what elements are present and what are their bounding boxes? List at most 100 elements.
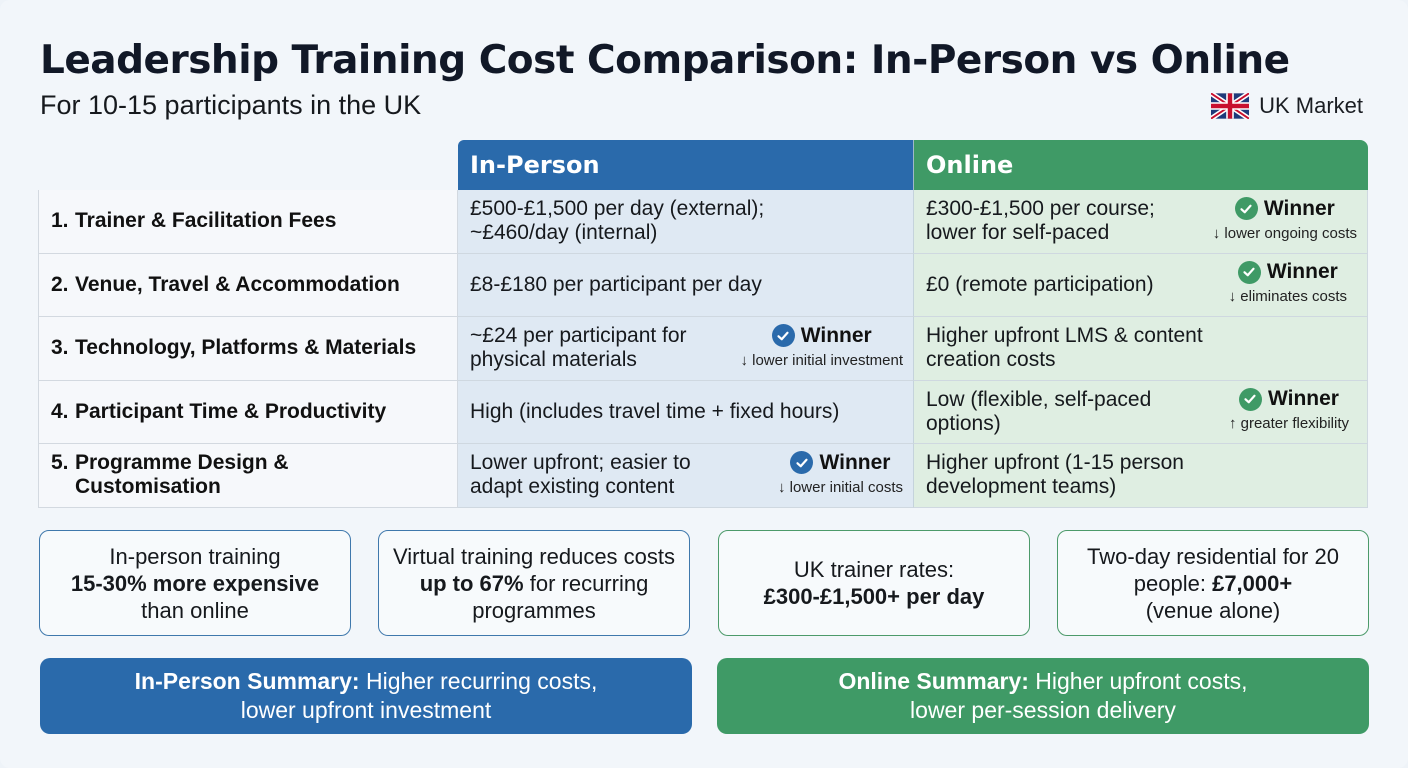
market-badge: UK Market (1211, 93, 1363, 119)
stat-text: In-person training (109, 543, 281, 569)
page-title: Leadership Training Cost Comparison: In-… (40, 38, 1290, 83)
cell-text-line: physical materials (470, 348, 637, 372)
winner-note: ↓ lower initial costs (777, 478, 903, 496)
winner-label: Winner (800, 323, 872, 347)
row-label: 2. Venue, Travel & Accommodation (38, 253, 458, 317)
uk-flag-icon (1211, 93, 1250, 119)
cell-text-line: £8-£180 per participant per day (470, 272, 762, 296)
online-cell: Low (flexible, self-paced options) Winne… (913, 380, 1368, 444)
row-label: 4. Participant Time & Productivity (38, 380, 458, 444)
winner-note: ↓ lower ongoing costs (1212, 224, 1357, 242)
in-person-summary: In-Person Summary: Higher recurring cost… (40, 658, 692, 734)
winner-badge: Winner ↓ eliminates costs (1229, 260, 1347, 309)
cell-text-line: £300-£1,500 per course; (926, 197, 1155, 221)
row-number: 1. (51, 209, 69, 233)
online-cell: £0 (remote participation) Winner ↓ elimi… (913, 253, 1368, 317)
row-label-text: Venue, Travel & Accommodation (75, 272, 400, 296)
table-row: 1. Trainer & Facilitation Fees £500-£1,5… (38, 190, 1368, 254)
cell-text-line: £500-£1,500 per day (external); (470, 197, 765, 221)
winner-badge: Winner ↓ lower ongoing costs (1213, 197, 1357, 246)
winner-label: Winner (819, 450, 891, 474)
row-label-text: Customisation (75, 475, 221, 499)
cell-text-line: lower for self-paced (926, 221, 1110, 245)
cell-text-line: High (includes travel time + fixed hours… (470, 399, 840, 423)
market-label: UK Market (1259, 93, 1363, 118)
winner-note: ↑ greater flexibility (1228, 415, 1349, 433)
in-person-cell: ~£24 per participant for physical materi… (458, 317, 913, 381)
table-row: 2. Venue, Travel & Accommodation £8-£180… (38, 253, 1368, 317)
cell-text-line: creation costs (926, 348, 1056, 372)
online-cell: Higher upfront (1-15 person development … (913, 444, 1368, 508)
cell-text-line: £0 (remote participation) (926, 272, 1154, 296)
summary-text: lower per-session delivery (910, 697, 1176, 723)
stat-text: for recurring programmes (472, 570, 649, 623)
winner-label: Winner (1267, 387, 1339, 411)
row-label-text: Programme Design & (75, 451, 289, 475)
winner-note: ↓ lower initial investment (740, 351, 903, 369)
row-label-text: Trainer & Facilitation Fees (75, 209, 337, 233)
table-row: 5. Programme Design & Customisation Lowe… (38, 444, 1368, 508)
stat-text: than online (141, 597, 249, 623)
stat-highlight: 15-30% more expensive (70, 570, 320, 596)
page-subtitle: For 10-15 participants in the UK (40, 90, 422, 120)
winner-badge: Winner ↓ lower initial investment (740, 324, 903, 373)
summary-text: lower upfront investment (240, 697, 492, 723)
row-number: 5. (51, 451, 69, 475)
in-person-cell: £500-£1,500 per day (external); ~£460/da… (458, 190, 913, 254)
online-summary: Online Summary: Higher upfront costs, lo… (717, 658, 1369, 734)
cell-text-line: ~£24 per participant for (470, 324, 687, 348)
row-number: 4. (51, 399, 69, 423)
stat-card: Two-day residential for 20 people: £7,00… (1057, 530, 1369, 636)
summary-label: In-Person Summary: (134, 668, 360, 694)
row-number: 2. (51, 272, 69, 296)
in-person-cell: High (includes travel time + fixed hours… (458, 380, 913, 444)
column-header-in-person: In-Person (458, 140, 913, 190)
check-circle-icon (790, 451, 814, 475)
in-person-cell: Lower upfront; easier to adapt existing … (458, 444, 913, 508)
stat-card: In-person training 15-30% more expensive… (39, 530, 351, 636)
table-row: 3. Technology, Platforms & Materials ~£2… (38, 317, 1368, 381)
table-header-row: In-Person Online (38, 140, 1368, 190)
cell-text-line: Lower upfront; easier to (470, 451, 691, 475)
cell-text-line: Higher upfront (1-15 person (926, 451, 1184, 475)
column-header-online: Online (913, 140, 1368, 190)
check-circle-icon (1238, 387, 1262, 411)
row-number: 3. (51, 336, 69, 360)
summary-label: Online Summary: (838, 668, 1029, 694)
stat-text: Two-day residential for 20 people: (1087, 543, 1339, 596)
winner-label: Winner (1266, 260, 1338, 284)
winner-label: Winner (1263, 196, 1335, 220)
online-cell: Higher upfront LMS & content creation co… (913, 317, 1368, 381)
stat-highlight: up to 67% (419, 570, 524, 596)
stat-card: Virtual training reduces costs up to 67%… (378, 530, 690, 636)
in-person-cell: £8-£180 per participant per day (458, 253, 913, 317)
winner-badge: Winner ↑ greater flexibility (1229, 387, 1349, 436)
stat-highlight: £300-£1,500+ per day (763, 584, 985, 609)
cell-text-line: Higher upfront LMS & content (926, 324, 1203, 348)
row-label: 5. Programme Design & Customisation (38, 444, 458, 508)
stat-text: Virtual training reduces costs (392, 543, 676, 569)
check-circle-icon (1234, 197, 1258, 221)
row-label: 3. Technology, Platforms & Materials (38, 317, 458, 381)
row-label-text: Participant Time & Productivity (75, 399, 387, 423)
stat-cards: In-person training 15-30% more expensive… (39, 530, 1370, 636)
header-blank-cell (38, 140, 458, 190)
row-label-text: Technology, Platforms & Materials (75, 336, 417, 360)
stat-text: (venue alone) (1145, 597, 1281, 623)
cell-text-line: ~£460/day (internal) (470, 221, 658, 245)
online-cell: £300-£1,500 per course; lower for self-p… (913, 190, 1368, 254)
summary-text: Higher upfront costs, (1035, 668, 1248, 694)
cell-text-line: options) (926, 411, 1001, 435)
stat-card: UK trainer rates: £300-£1,500+ per day (718, 530, 1030, 636)
stat-text: UK trainer rates: (793, 557, 955, 582)
winner-badge: Winner ↓ lower initial costs (778, 451, 903, 500)
row-label: 1. Trainer & Facilitation Fees (38, 190, 458, 254)
comparison-table: In-Person Online 1. Trainer & Facilitati… (38, 140, 1368, 508)
check-circle-icon (771, 324, 795, 348)
table-row: 4. Participant Time & Productivity High … (38, 380, 1368, 444)
cell-text-line: Low (flexible, self-paced (926, 387, 1152, 411)
winner-note: ↓ eliminates costs (1228, 288, 1347, 306)
check-circle-icon (1237, 260, 1261, 284)
stat-highlight: £7,000+ (1212, 570, 1293, 596)
